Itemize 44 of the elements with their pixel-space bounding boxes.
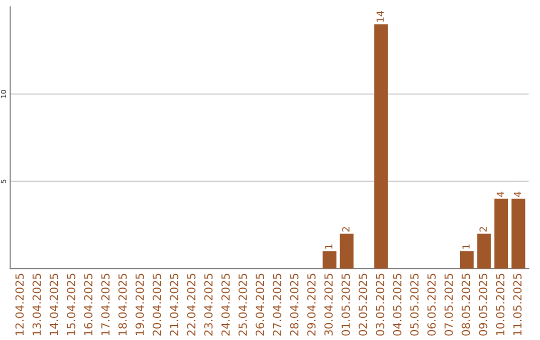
x-tick-label: 09.05.2025 xyxy=(478,274,488,336)
data-label: 14 xyxy=(376,11,384,22)
data-label: 2 xyxy=(479,227,487,232)
x-tick-label: 08.05.2025 xyxy=(462,274,470,336)
data-label: 4 xyxy=(514,192,522,197)
x-tick-label: 30.04.2025 xyxy=(324,274,333,336)
x-tick-label: 20.04.2025 xyxy=(152,274,162,336)
data-label: 1 xyxy=(462,244,470,249)
x-tick-label: 21.04.2025 xyxy=(170,274,178,336)
x-tick-label: 11.05.2025 xyxy=(513,274,522,336)
bar xyxy=(494,198,508,269)
x-tick-label: 03.05.2025 xyxy=(376,274,384,336)
x-tick-label: 17.04.2025 xyxy=(101,274,110,336)
bar xyxy=(511,198,526,269)
x-tick-label: 27.04.2025 xyxy=(272,274,282,336)
bar xyxy=(374,24,388,269)
data-label: 4 xyxy=(496,192,504,197)
x-tick-label: 13.04.2025 xyxy=(32,274,41,336)
x-tick-label: 26.04.2025 xyxy=(256,274,264,336)
bar xyxy=(340,234,354,269)
x-tick-label: 23.04.2025 xyxy=(204,274,213,336)
bar xyxy=(322,251,336,269)
x-tick-label: 01.05.2025 xyxy=(342,274,350,336)
bar xyxy=(460,251,474,269)
x-tick-label: 07.05.2025 xyxy=(444,274,453,336)
x-tick-label: 10.05.2025 xyxy=(496,274,504,336)
data-label: 1 xyxy=(325,244,332,249)
bar xyxy=(477,234,491,269)
x-tick-label: 22.04.2025 xyxy=(187,274,196,336)
x-tick-label: 14.04.2025 xyxy=(50,274,58,336)
data-label: 2 xyxy=(342,227,350,232)
x-tick-label: 24.04.2025 xyxy=(221,274,230,336)
x-tick-label: 25.04.2025 xyxy=(238,274,247,336)
x-tick-label: 16.04.2025 xyxy=(84,274,92,336)
x-tick-label: 18.04.2025 xyxy=(118,274,127,336)
x-tick-label: 04.05.2025 xyxy=(393,274,402,336)
x-tick-label: 06.05.2025 xyxy=(427,274,436,336)
x-tick-label: 28.04.2025 xyxy=(290,274,298,336)
x-tick-label: 15.04.2025 xyxy=(66,274,76,336)
x-tick-label: 19.04.2025 xyxy=(136,274,144,336)
x-tick-label: 29.04.2025 xyxy=(307,274,316,336)
x-tick-label: 02.05.2025 xyxy=(358,274,368,336)
x-tick-label: 12.04.2025 xyxy=(15,274,24,336)
x-tick-label: 05.05.2025 xyxy=(410,274,419,336)
